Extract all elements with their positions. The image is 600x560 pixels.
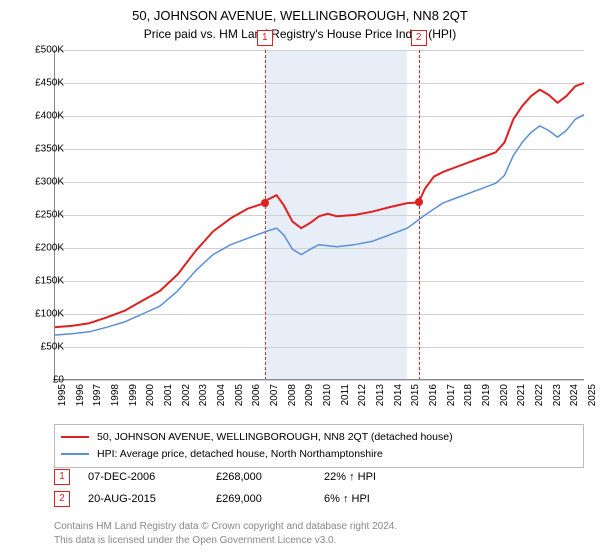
x-axis-label: 1997 [92, 384, 103, 406]
sale-row-1: 1 07-DEC-2006 £268,000 22% ↑ HPI [54, 466, 584, 488]
sale-marker-dot-1 [261, 199, 269, 207]
chart-plot-area: 12 [54, 50, 584, 380]
x-axis-label: 2007 [269, 384, 280, 406]
x-axis-label: 2005 [234, 384, 245, 406]
sale-marker-box-2: 2 [411, 30, 427, 46]
x-axis-label: 2009 [304, 384, 315, 406]
x-axis-label: 2015 [410, 384, 421, 406]
x-axis-label: 2004 [216, 384, 227, 406]
sale-price-2: £269,000 [216, 493, 306, 505]
sale-date-2: 20-AUG-2015 [88, 493, 198, 505]
x-axis-label: 1998 [110, 384, 121, 406]
y-axis-label: £200K [14, 243, 64, 254]
legend-label-hpi: HPI: Average price, detached house, Nort… [97, 446, 383, 463]
x-axis-label: 2018 [463, 384, 474, 406]
x-axis-label: 2013 [375, 384, 386, 406]
sale-marker-dot-2 [415, 198, 423, 206]
x-axis-label: 1996 [75, 384, 86, 406]
x-axis-label: 2010 [322, 384, 333, 406]
x-axis-label: 2019 [481, 384, 492, 406]
x-axis-label: 2014 [393, 384, 404, 406]
x-axis-label: 2000 [145, 384, 156, 406]
sale-marker-1: 1 [54, 469, 70, 485]
y-axis-label: £500K [14, 45, 64, 56]
footer-attribution: Contains HM Land Registry data © Crown c… [54, 520, 584, 547]
sale-price-1: £268,000 [216, 471, 306, 483]
x-axis-label: 2003 [198, 384, 209, 406]
x-axis-label: 2008 [287, 384, 298, 406]
sales-table: 1 07-DEC-2006 £268,000 22% ↑ HPI 2 20-AU… [54, 466, 584, 510]
x-axis-label: 2024 [569, 384, 580, 406]
chart-subtitle: Price paid vs. HM Land Registry's House … [0, 27, 600, 41]
series-line-price_paid [54, 83, 584, 327]
line-series-svg [54, 50, 584, 380]
x-axis-label: 2021 [516, 384, 527, 406]
legend-row-price-paid: 50, JOHNSON AVENUE, WELLINGBOROUGH, NN8 … [61, 429, 577, 446]
sale-marker-box-1: 1 [257, 30, 273, 46]
legend-swatch-hpi [61, 453, 89, 455]
y-axis-label: £250K [14, 210, 64, 221]
x-axis-label: 2006 [251, 384, 262, 406]
x-axis-label: 2022 [534, 384, 545, 406]
chart-title-address: 50, JOHNSON AVENUE, WELLINGBOROUGH, NN8 … [0, 8, 600, 23]
legend-label-price-paid: 50, JOHNSON AVENUE, WELLINGBOROUGH, NN8 … [97, 429, 453, 446]
y-axis-label: £300K [14, 177, 64, 188]
x-axis-label: 1999 [128, 384, 139, 406]
y-axis-label: £350K [14, 144, 64, 155]
x-axis-label: 2025 [587, 384, 598, 406]
x-axis-label: 2012 [357, 384, 368, 406]
x-axis-label: 2020 [499, 384, 510, 406]
y-axis-label: £150K [14, 276, 64, 287]
x-axis-label: 2017 [446, 384, 457, 406]
sale-marker-2: 2 [54, 491, 70, 507]
x-axis-label: 2023 [552, 384, 563, 406]
x-axis-line [54, 379, 584, 380]
footer-line-1: Contains HM Land Registry data © Crown c… [54, 520, 584, 534]
legend-swatch-price-paid [61, 436, 89, 438]
sale-pct-1: 22% ↑ HPI [324, 471, 404, 483]
sale-row-2: 2 20-AUG-2015 £269,000 6% ↑ HPI [54, 488, 584, 510]
x-axis-label: 2002 [181, 384, 192, 406]
gridline-h [54, 380, 584, 381]
x-axis-label: 2016 [428, 384, 439, 406]
x-axis-label: 1995 [57, 384, 68, 406]
chart-legend: 50, JOHNSON AVENUE, WELLINGBOROUGH, NN8 … [54, 424, 584, 468]
y-axis-label: £450K [14, 78, 64, 89]
series-line-hpi [54, 115, 584, 335]
sale-date-1: 07-DEC-2006 [88, 471, 198, 483]
footer-line-2: This data is licensed under the Open Gov… [54, 534, 584, 548]
y-axis-label: £50K [14, 342, 64, 353]
legend-row-hpi: HPI: Average price, detached house, Nort… [61, 446, 577, 463]
y-axis-label: £100K [14, 309, 64, 320]
x-axis-label: 2001 [163, 384, 174, 406]
sale-pct-2: 6% ↑ HPI [324, 493, 404, 505]
y-axis-label: £400K [14, 111, 64, 122]
x-axis-label: 2011 [340, 384, 351, 406]
